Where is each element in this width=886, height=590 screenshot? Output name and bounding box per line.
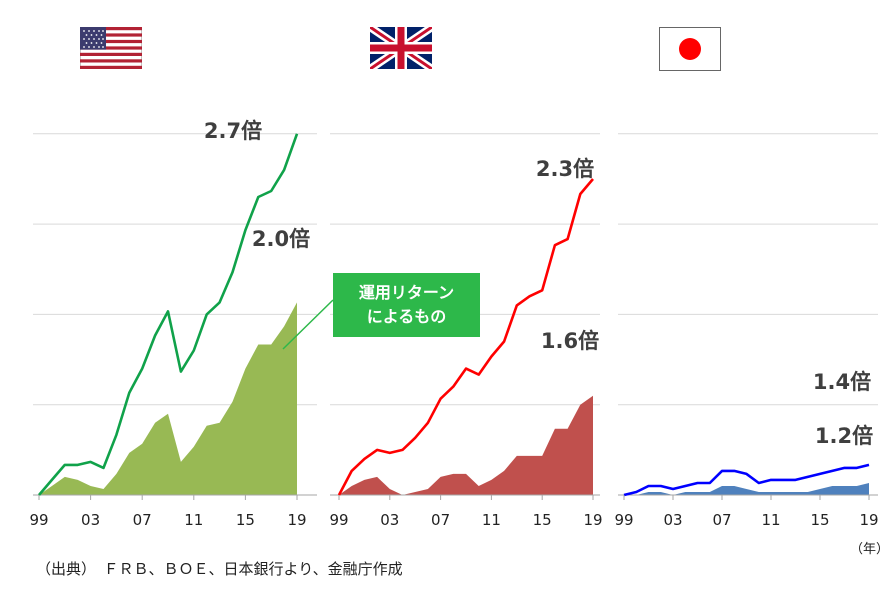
us-investment-return-area: [39, 302, 297, 495]
jp-x-tick-label: 03: [663, 511, 682, 529]
us-x-tick-label: 15: [236, 511, 255, 529]
uk-x-tick-label: 19: [583, 511, 602, 529]
jp-flag-icon: [659, 27, 721, 71]
year-unit-label: （年）: [850, 542, 886, 557]
us-total-assets-line: [38, 133, 299, 496]
uk-flag-icon: [370, 27, 432, 69]
us-x-tick-label: 11: [184, 511, 203, 529]
us-flag-icon: [80, 27, 142, 69]
country-label-us: 米国: [170, 33, 221, 62]
uk-total-assets-line: [337, 178, 594, 496]
jp-investment-return-area: [624, 483, 869, 495]
jp-x-tick-label: 07: [712, 511, 731, 529]
callout-leader-line: [282, 299, 334, 350]
country-label-uk: 英国: [466, 33, 517, 62]
uk-return-multiplier-label: 1.6倍: [541, 329, 599, 353]
uk-investment-return-area: [339, 395, 593, 495]
jp-total-assets-line: [623, 463, 870, 497]
country-label-jp: 日本: [750, 33, 801, 62]
us-return-multiplier-label: 2.0倍: [252, 227, 310, 251]
jp-return-multiplier-label: 1.2倍: [815, 424, 873, 448]
uk-x-tick-label: 15: [533, 511, 552, 529]
investment-return-callout: 運用リターン によるもの: [333, 273, 480, 337]
uk-x-tick-label: 99: [329, 511, 348, 529]
jp-x-tick-label: 15: [810, 511, 829, 529]
source-note: （出典） ＦＲＢ、ＢＯＥ、日本銀行より、金融庁作成: [36, 560, 403, 578]
jp-total-multiplier-label: 1.4倍: [813, 370, 871, 394]
us-x-tick-label: 99: [29, 511, 48, 529]
jp-x-tick-label: 19: [859, 511, 878, 529]
us-total-multiplier-label: 2.7倍: [204, 119, 262, 143]
uk-total-multiplier-label: 2.3倍: [536, 157, 594, 181]
us-x-tick-label: 19: [287, 511, 306, 529]
callout-line-1: 運用リターン: [358, 283, 455, 302]
jp-x-tick-label: 11: [761, 511, 780, 529]
us-x-tick-label: 03: [81, 511, 100, 529]
us-x-tick-label: 07: [133, 511, 152, 529]
uk-x-tick-label: 07: [431, 511, 450, 529]
uk-x-tick-label: 03: [380, 511, 399, 529]
uk-x-tick-label: 11: [482, 511, 501, 529]
jp-x-tick-label: 99: [614, 511, 633, 529]
callout-line-2: によるもの: [366, 307, 447, 326]
